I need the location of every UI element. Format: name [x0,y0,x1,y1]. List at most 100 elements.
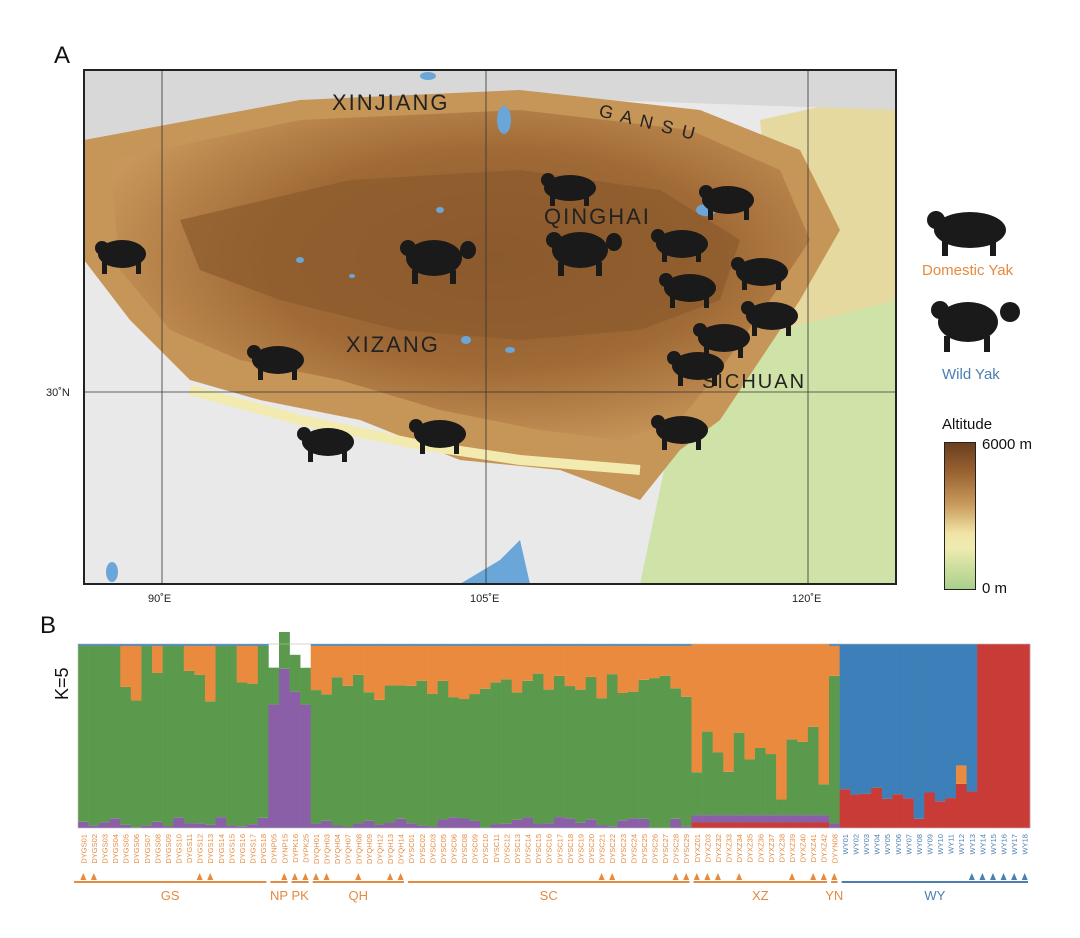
sample-label: WY01 [841,834,850,854]
group-label: WY [924,888,945,903]
admixture-bar-segment [807,815,819,823]
sample-label: WY13 [968,834,977,854]
admixture-bar-segment [606,674,618,827]
sample-marker-triangle [968,873,975,880]
admixture-bar-segment [564,686,576,819]
admixture-bar-segment [754,644,766,748]
admixture-bar-segment [691,822,703,828]
admixture-bar-segment [300,704,312,828]
admixture-bar-segment [680,644,692,646]
admixture-bar-segment [617,645,629,693]
admixture-bar-segment [723,815,735,823]
admixture-bar-segment [363,820,375,828]
region-label-sichuan: SICHUAN [702,371,806,393]
sample-labels: DYGS01 DYGS02 DYGS03 DYGS04 DYGS05 DYGS06 DYGS… [79,834,1029,864]
admixture-bar-segment [152,645,163,673]
sample-label: DYQH01 [312,834,321,864]
admixture-bar-segment [374,699,386,825]
sample-label: DYNP05 [270,834,279,863]
legend-domestic-label: Domestic Yak [922,262,1014,279]
sample-label: DYGS07 [143,834,152,864]
sample-marker-triangle [1011,873,1018,880]
admixture-bar-segment [78,644,89,646]
admixture-bar-segment [183,645,195,671]
sample-label: DYXZ32 [714,834,723,862]
admixture-bar-segment [702,731,713,816]
admixture-bar-segment [173,817,185,828]
admixture-bar-segment [130,700,142,828]
admixture-bar-segment [522,645,534,681]
admixture-bar-segment [183,670,195,824]
sample-label: DYXZ38 [777,834,786,862]
admixture-bar-segment [416,825,428,828]
admixture-bar-segment [765,815,777,823]
admixture-bar-segment [702,822,713,828]
admixture-bar-segment [797,741,809,816]
admixture-bar-segment [871,644,883,788]
admixture-bar-segment [765,754,777,816]
admixture-bar-segment [723,644,735,772]
sample-label: DYSC22 [608,834,617,863]
admixture-bar-segment [860,793,872,828]
admixture-bar-segment [543,645,555,690]
sample-marker-triangle [302,873,309,880]
admixture-bar-segment [702,644,713,732]
sample-label: DYGS18 [259,834,268,864]
admixture-bar-segment [733,644,745,733]
admixture-bar-segment [744,644,756,760]
admixture-bar-segment [966,791,978,828]
sample-label: DYSC12 [502,834,511,863]
sample-label: DYGS11 [185,834,194,863]
admixture-bar-segment [606,645,618,675]
admixture-bar-segment [744,822,756,828]
admixture-bar-segment [924,644,936,793]
admixture-bar-segment [934,801,946,828]
admixture-bar-segment [903,644,914,799]
yak-icons [95,173,1020,462]
sample-marker-triangle [207,873,214,880]
sample-label: DYSC03 [428,834,437,863]
sample-label: DYSC02 [418,834,427,863]
admixture-bar-segment [247,644,259,646]
admixture-bar-segment [162,644,174,646]
sample-marker-triangle [789,873,795,880]
admixture-bar-segment [617,820,629,828]
admixture-bar-segment [670,645,682,689]
sample-label: WY17 [1010,834,1019,854]
sample-label: DYSC14 [524,834,533,863]
admixture-bar-segment [120,644,132,646]
admixture-bar-segment [278,632,290,669]
admixture-bar-segment [226,825,237,828]
admixture-bar-segment [194,644,206,646]
sample-label: DYSC20 [587,834,596,863]
admixture-bar-segment [321,694,333,821]
admixture-bar-segment [395,644,407,646]
sample-label: WY18 [1021,834,1030,854]
sample-label: DYSC23 [619,834,628,863]
admixture-bar-segment [564,645,576,687]
sample-label: DYSC05 [439,834,448,863]
admixture-bar-segment [585,645,597,677]
admixture-bar-segment [374,824,386,828]
admixture-bar-segment [543,689,555,824]
admixture-bar-segment [818,784,830,816]
sample-marker-triangle [80,873,87,880]
admixture-bar-segment [215,645,227,818]
admixture-bar-segment [490,645,502,683]
sample-label: DYSC25 [640,834,649,863]
admixture-bar-segment [786,815,798,823]
domestic-yak-icon [693,323,750,358]
legend-wild-label: Wild Yak [942,366,1000,383]
sample-label: DYGS08 [153,834,162,864]
sample-label: DYXZ40 [799,834,808,862]
admixture-bar-segment [268,704,280,828]
admixture-bar-segment [152,821,163,828]
admixture-bar-segment [204,701,216,825]
admixture-bar-segment [405,685,417,824]
admixture-bar-segment [437,644,449,646]
admixture-bar-segment [141,825,153,828]
altitude-max-label: 6000 m [982,436,1033,453]
admixture-bar-segment [88,645,100,826]
admixture-bar-segment [744,815,756,823]
